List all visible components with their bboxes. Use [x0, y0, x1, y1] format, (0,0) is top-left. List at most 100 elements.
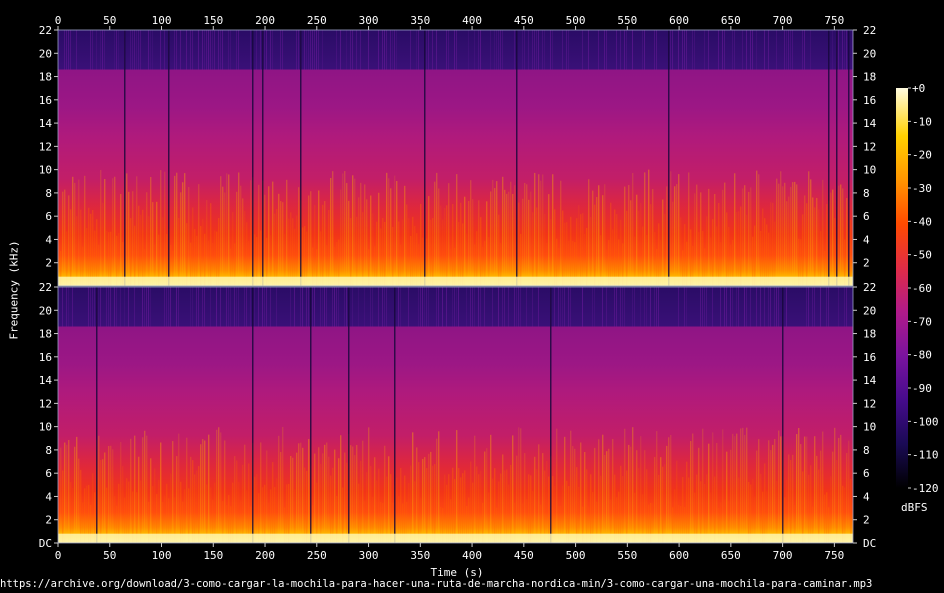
y-tick-label-right: 10 — [863, 421, 876, 434]
y-tick-label-right: 16 — [863, 351, 876, 364]
x-tick-label-top: 0 — [55, 14, 62, 27]
colorbar-tick-label: -30 — [912, 182, 932, 195]
y-tick-label-right: 14 — [863, 117, 877, 130]
y-tick-label-left: 12 — [39, 140, 52, 153]
spectral-texture — [60, 287, 854, 543]
x-tick-label-top: 650 — [721, 14, 741, 27]
y-tick-label-right: 4 — [863, 490, 870, 503]
x-tick-label-top: 250 — [307, 14, 327, 27]
y-tick-label-left: 16 — [39, 351, 52, 364]
x-tick-label-bottom: 550 — [617, 549, 637, 562]
y-tick-label-right: 18 — [863, 71, 876, 84]
colorbar-tick-label: -20 — [912, 149, 932, 162]
y-tick-label-left: 4 — [45, 233, 52, 246]
y-tick-label-right: 2 — [863, 257, 870, 270]
x-tick-label-bottom: 0 — [55, 549, 62, 562]
y-tick-label-right: 6 — [863, 210, 870, 223]
y-tick-label-left: DC — [39, 537, 52, 550]
y-tick-label-left: 10 — [39, 164, 52, 177]
y-tick-label-left: 10 — [39, 421, 52, 434]
y-tick-label-left: 14 — [39, 374, 53, 387]
x-tick-label-bottom: 700 — [773, 549, 793, 562]
y-tick-label-right: 16 — [863, 94, 876, 107]
y-tick-label-right: 12 — [863, 140, 876, 153]
x-tick-label-top: 500 — [566, 14, 586, 27]
y-tick-label-right: 20 — [863, 47, 876, 60]
y-tick-label-left: 22 — [39, 24, 52, 37]
x-tick-label-top: 550 — [617, 14, 637, 27]
y-axis-label: Frequency (kHz) — [7, 240, 21, 340]
colorbar-unit-label: dBFS — [901, 501, 928, 514]
source-url[interactable]: https://archive.org/download/3-como-carg… — [0, 578, 873, 590]
x-tick-label-bottom: 500 — [566, 549, 586, 562]
x-tick-label-top: 750 — [824, 14, 844, 27]
channel-panel-1 — [57, 29, 854, 287]
x-tick-label-top: 50 — [103, 14, 116, 27]
y-tick-label-left: 4 — [45, 490, 52, 503]
y-tick-label-left: 6 — [45, 210, 52, 223]
x-tick-label-bottom: 250 — [307, 549, 327, 562]
y-tick-label-left: 20 — [39, 47, 52, 60]
x-tick-label-bottom: 450 — [514, 549, 534, 562]
y-tick-label-left: 14 — [39, 117, 53, 130]
x-tick-label-bottom: 350 — [410, 549, 430, 562]
x-tick-label-bottom: 400 — [462, 549, 482, 562]
y-tick-label-right: 4 — [863, 233, 870, 246]
colorbar-tick-label: -10 — [912, 115, 932, 128]
y-tick-label-right: 12 — [863, 397, 876, 410]
colorbar-tick-label: -90 — [912, 382, 932, 395]
y-tick-label-left: 18 — [39, 71, 52, 84]
y-tick-label-left: 2 — [45, 514, 52, 527]
x-tick-label-top: 100 — [152, 14, 172, 27]
x-tick-label-top: 450 — [514, 14, 534, 27]
x-tick-label-top: 600 — [669, 14, 689, 27]
x-tick-label-bottom: 600 — [669, 549, 689, 562]
x-tick-label-bottom: 300 — [359, 549, 379, 562]
spectrogram-body — [58, 30, 853, 286]
y-tick-label-right: 14 — [863, 374, 877, 387]
panel-frame — [57, 29, 854, 287]
y-tick-label-left: 12 — [39, 397, 52, 410]
y-tick-label-right: 2 — [863, 514, 870, 527]
y-tick-label-right: 20 — [863, 304, 876, 317]
x-tick-label-top: 350 — [410, 14, 430, 27]
colorbar-tick-label: -70 — [912, 315, 932, 328]
y-tick-label-left: 20 — [39, 304, 52, 317]
low-frequency-band — [58, 533, 853, 543]
y-tick-label-left: 16 — [39, 94, 52, 107]
low-frequency-band — [58, 276, 853, 286]
x-tick-label-bottom: 50 — [103, 549, 116, 562]
y-tick-label-left: 6 — [45, 467, 52, 480]
x-tick-label-bottom: 200 — [255, 549, 275, 562]
y-tick-label-right: 8 — [863, 187, 870, 200]
colorbar-tick-label: +0 — [912, 82, 925, 95]
x-tick-label-top: 400 — [462, 14, 482, 27]
x-tick-label-bottom: 100 — [152, 549, 172, 562]
x-tick-label-bottom: 150 — [203, 549, 223, 562]
y-tick-label-left: 8 — [45, 187, 52, 200]
x-tick-label-top: 150 — [203, 14, 223, 27]
colorbar-tick-label: -110 — [912, 449, 939, 462]
x-tick-label-bottom: 750 — [824, 549, 844, 562]
x-tick-label-top: 300 — [359, 14, 379, 27]
colorbar-tick-label: -120 — [912, 482, 939, 495]
spectrogram-body — [58, 287, 853, 543]
y-tick-label-right: 18 — [863, 328, 876, 341]
x-axis-label: Time (s) — [430, 566, 484, 579]
panel-frame — [57, 286, 854, 544]
y-tick-label-right: 22 — [863, 24, 876, 37]
x-tick-label-bottom: 650 — [721, 549, 741, 562]
colorbar-tick-label: -50 — [912, 249, 932, 262]
x-tick-label-top: 700 — [773, 14, 793, 27]
spectral-texture — [60, 30, 854, 286]
colorbar-tick-label: -40 — [912, 215, 932, 228]
colorbar-tick-label: -60 — [912, 282, 932, 295]
colorbar: +0 -10 -20 -30 -40 -50 -60 -70 -80 -90 -100 -110 -12… — [896, 82, 939, 495]
channel-panel-2 — [57, 286, 854, 544]
y-tick-label-left: 8 — [45, 444, 52, 457]
y-tick-label-left: 22 — [39, 281, 52, 294]
colorbar-gradient — [896, 88, 908, 488]
y-tick-label-right: 10 — [863, 164, 876, 177]
y-tick-label-right: 8 — [863, 444, 870, 457]
